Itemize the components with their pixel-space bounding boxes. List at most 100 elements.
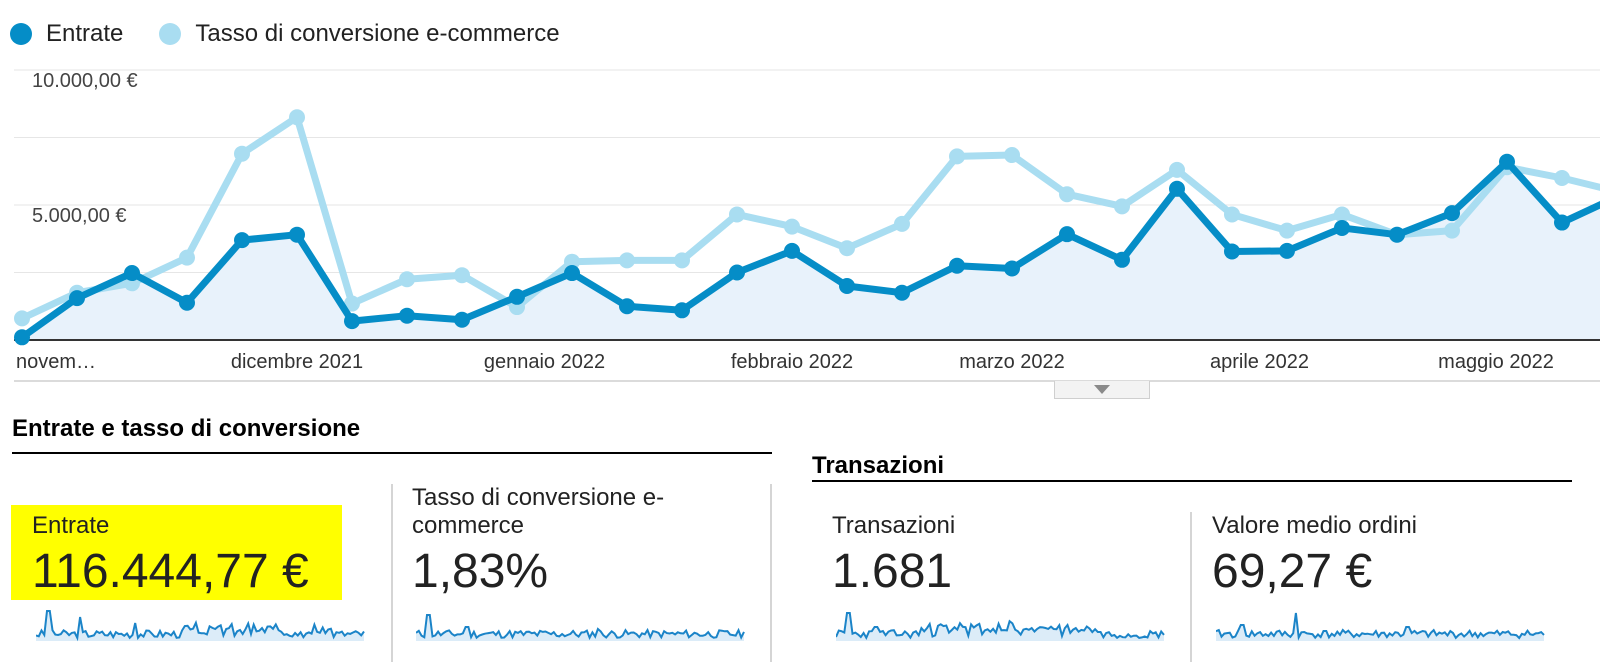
metric-label: Tasso di conversione e-commerce: [412, 484, 665, 539]
data-point: [1169, 161, 1185, 178]
data-point: [1114, 198, 1130, 215]
data-point: [1554, 214, 1570, 231]
data-point: [234, 232, 250, 249]
data-point: [1059, 226, 1075, 243]
data-point: [344, 295, 360, 312]
sparkline-area: [416, 615, 744, 641]
section-title-transazioni: Transazioni: [812, 452, 945, 479]
section-title-entrate-tasso: Entrate e tasso di conversione: [12, 415, 361, 442]
y-tick-label: 10.000,00 €: [32, 70, 138, 92]
data-point: [399, 307, 415, 324]
data-point: [619, 298, 635, 315]
sparkline-line: [36, 610, 365, 642]
data-point: [1334, 219, 1350, 236]
data-point: [949, 257, 965, 274]
data-point: [179, 294, 195, 311]
metric-tasso-conversione[interactable]: Tasso di conversione e-commerce 1,83%: [412, 484, 712, 600]
data-point: [14, 310, 30, 327]
data-point: [1499, 153, 1515, 170]
metric-label: Valore medio ordini: [1212, 512, 1417, 539]
data-point: [1224, 206, 1240, 223]
data-point: [69, 290, 85, 307]
sparkline-tasso: [416, 614, 745, 641]
data-point: [454, 267, 470, 284]
data-point: [1444, 205, 1460, 222]
x-tick-label: marzo 2022: [959, 351, 1065, 373]
data-point: [564, 265, 580, 282]
data-point: [894, 284, 910, 301]
metric-value: 1,83%: [412, 545, 549, 598]
data-point: [894, 215, 910, 232]
metric-entrate[interactable]: Entrate 116.444,77 €: [32, 512, 309, 600]
metric-label: Transazioni: [832, 512, 956, 539]
series-line: [18, 113, 1600, 322]
data-point: [1554, 170, 1570, 186]
section-rule: [12, 452, 772, 454]
data-point: [1279, 242, 1295, 259]
data-point: [289, 226, 305, 243]
data-point: [14, 329, 30, 346]
data-point: [839, 278, 855, 294]
y-tick-label: 5.000,00 €: [32, 205, 127, 227]
triangle-down-icon: [1094, 385, 1110, 394]
chart-legend: Entrate Tasso di conversione e-commerce: [10, 20, 596, 48]
x-tick-label: aprile 2022: [1210, 351, 1309, 373]
metric-value: 116.444,77 €: [32, 545, 309, 598]
data-point: [289, 109, 305, 126]
data-point: [619, 252, 635, 269]
sparkline-line: [416, 614, 745, 641]
data-point: [564, 253, 580, 270]
sparkline-transazioni: [836, 612, 1165, 641]
divider: [1190, 512, 1192, 662]
area-fill: [22, 161, 1600, 340]
x-tick-label: dicembre 2021: [231, 351, 363, 373]
data-point: [949, 148, 965, 165]
legend-label: Tasso di conversione e-commerce: [195, 20, 560, 47]
legend-label: Entrate: [46, 20, 124, 47]
highlight-box: [11, 505, 342, 600]
sparkline-entrate: [36, 610, 365, 642]
data-point: [784, 242, 800, 259]
x-tick-label: gennaio 2022: [484, 351, 605, 373]
sparkline-line: [836, 612, 1165, 641]
data-point: [729, 264, 745, 281]
collapse-chart-button[interactable]: [1054, 381, 1150, 399]
divider: [770, 484, 772, 662]
legend-item-tasso[interactable]: Tasso di conversione e-commerce: [159, 20, 560, 48]
x-tick-label: novem…: [16, 351, 96, 373]
legend-dot-icon: [10, 23, 32, 45]
data-point: [1389, 226, 1405, 243]
data-point: [179, 249, 195, 266]
data-point: [1444, 222, 1460, 239]
data-point: [1334, 206, 1350, 223]
section-rule: [812, 480, 1572, 482]
metric-value: 69,27 €: [1212, 545, 1373, 598]
data-point: [1114, 251, 1130, 268]
sparkline-area: [1216, 613, 1544, 641]
data-point: [234, 145, 250, 162]
data-point: [674, 302, 690, 319]
data-point: [674, 252, 690, 269]
data-point: [839, 240, 855, 257]
main-line-chart: 10.000,00 € 5.000,00 € novem… dicembre 2021…: [14, 69, 1600, 382]
metric-valore-medio[interactable]: Valore medio ordini 69,27 €: [1212, 512, 1417, 600]
metric-transazioni[interactable]: Transazioni 1.681: [832, 512, 955, 600]
metric-label: Entrate: [32, 512, 110, 539]
sparkline-valore-medio: [1216, 612, 1545, 641]
data-point: [124, 265, 140, 282]
legend-item-entrate[interactable]: Entrate: [10, 20, 123, 48]
sparkline-line: [1216, 612, 1545, 641]
data-point: [454, 311, 470, 328]
data-point: [729, 206, 745, 223]
metric-value: 1.681: [832, 545, 953, 598]
data-point: [1169, 180, 1185, 197]
sparkline-area: [836, 613, 1164, 641]
data-point: [1004, 260, 1020, 277]
data-point: [1059, 186, 1075, 203]
divider: [391, 484, 393, 662]
data-point: [1224, 243, 1240, 260]
data-point: [784, 218, 800, 235]
data-point: [1004, 147, 1020, 164]
data-point: [399, 271, 415, 288]
legend-dot-icon: [159, 23, 182, 45]
